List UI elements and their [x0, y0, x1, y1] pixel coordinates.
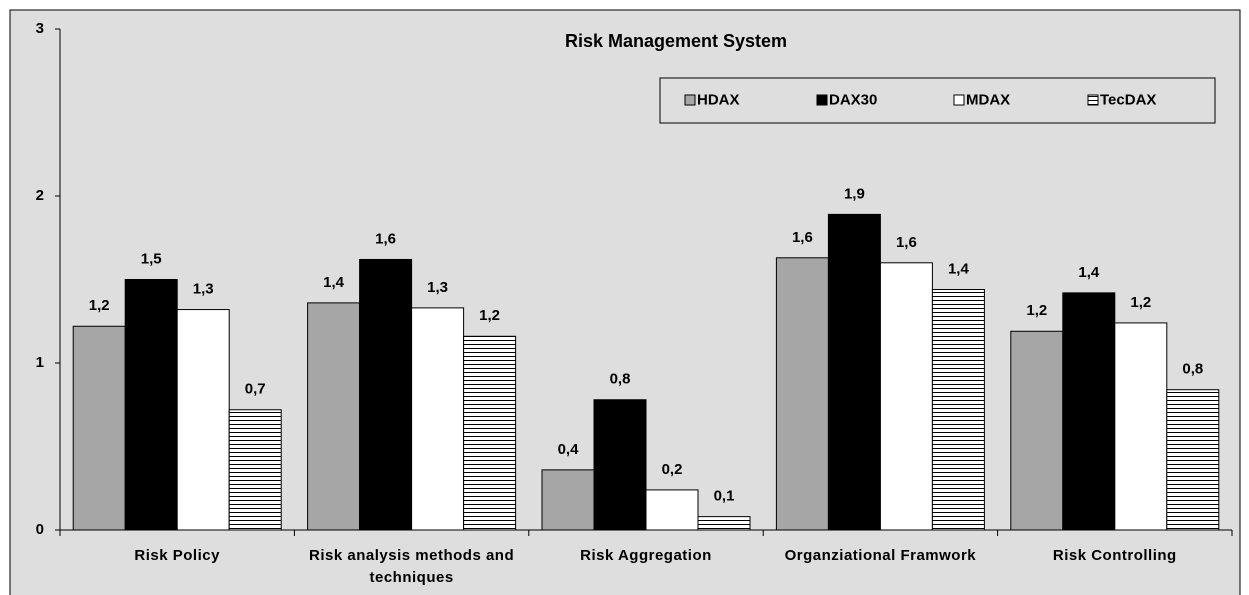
value-label: 1,6 — [792, 229, 813, 246]
bar — [775, 257, 829, 531]
bar — [228, 409, 282, 531]
y-tick-label: 3 — [36, 20, 44, 37]
value-label: 1,3 — [193, 281, 214, 298]
legend-swatch — [1087, 94, 1099, 106]
bar — [307, 302, 361, 531]
y-tick-label: 1 — [36, 354, 44, 371]
x-tick-label: Organziational Framwork — [784, 547, 977, 564]
y-tick-label: 0 — [36, 521, 44, 538]
bar — [541, 469, 595, 531]
value-label: 1,4 — [948, 260, 970, 277]
value-label: 1,2 — [89, 297, 110, 314]
bar — [176, 309, 230, 531]
value-label: 1,3 — [427, 279, 448, 296]
chart-title: Risk Management System — [565, 31, 787, 51]
value-label: 0,8 — [1182, 361, 1203, 378]
value-label: 1,2 — [479, 307, 500, 324]
bar — [1166, 389, 1220, 531]
y-tick-label: 2 — [36, 187, 44, 204]
x-tick-label: Risk Aggregation — [580, 547, 712, 564]
bar — [411, 307, 465, 531]
value-label: 1,5 — [141, 250, 162, 267]
value-label: 0,8 — [610, 371, 631, 388]
legend-swatch — [953, 94, 965, 106]
x-tick-label: Risk analysis methods and techniques — [309, 547, 515, 586]
x-tick-label: Risk Controlling — [1052, 547, 1177, 564]
legend-label: TecDAX — [1100, 91, 1156, 108]
value-label: 1,2 — [1026, 302, 1047, 319]
value-label: 1,6 — [896, 234, 917, 251]
legend-label: MDAX — [966, 91, 1010, 108]
bar — [827, 213, 881, 531]
bar — [645, 489, 699, 531]
value-label: 1,2 — [1130, 294, 1151, 311]
bar — [879, 262, 933, 531]
legend-swatch — [684, 94, 696, 106]
legend-swatch — [816, 94, 828, 106]
bar — [697, 516, 751, 531]
bar — [593, 399, 647, 531]
value-label: 0,7 — [245, 381, 266, 398]
value-label: 1,4 — [323, 274, 345, 291]
legend-box — [659, 77, 1216, 124]
bar — [1114, 322, 1168, 531]
bar — [463, 335, 517, 531]
value-label: 1,6 — [375, 230, 396, 247]
value-label: 0,1 — [714, 488, 735, 505]
value-label: 0,4 — [558, 441, 580, 458]
bar — [1062, 292, 1116, 531]
value-label: 1,4 — [1078, 264, 1100, 281]
bar — [931, 289, 985, 531]
bar — [1010, 330, 1064, 531]
value-label: 1,9 — [844, 185, 865, 202]
x-tick-label: Risk Policy — [134, 547, 220, 564]
legend-label: HDAX — [697, 91, 740, 108]
legend-label: DAX30 — [829, 91, 877, 108]
value-label: 0,2 — [662, 461, 683, 478]
bar — [124, 279, 178, 531]
bar — [359, 258, 413, 531]
bar — [72, 325, 126, 531]
